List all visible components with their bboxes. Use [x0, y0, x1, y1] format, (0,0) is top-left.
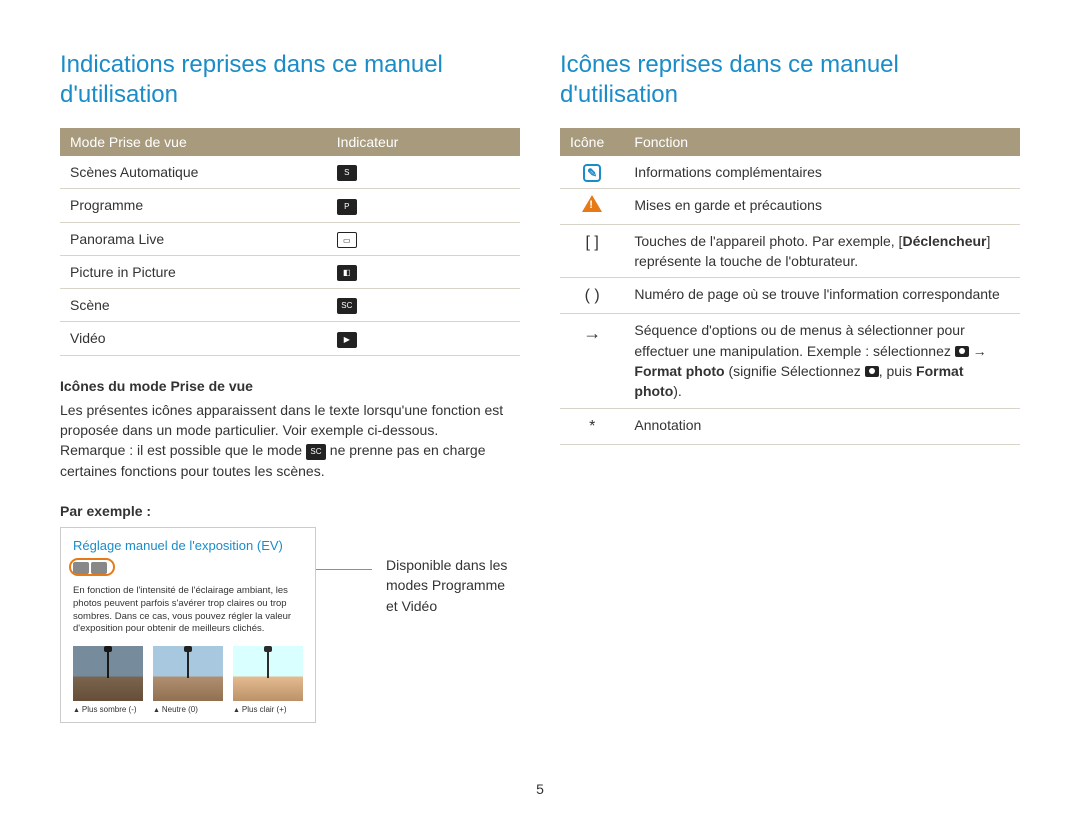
- modes-header-indicator: Indicateur: [327, 128, 520, 156]
- page-number: 5: [536, 781, 544, 797]
- mini-video-icon: [91, 562, 107, 574]
- mode-label: Scènes Automatique: [60, 156, 327, 189]
- icon-cell: ✎: [560, 156, 624, 189]
- example-row: Réglage manuel de l'exposition (EV) En f…: [60, 527, 520, 723]
- thumb-img-neutral: [153, 646, 223, 701]
- icon-cell: ( ): [560, 278, 624, 314]
- thumb-lighter: Plus clair (+): [233, 646, 303, 714]
- table-row: Programme P: [60, 189, 520, 222]
- function-cell: Mises en garde et précautions: [624, 189, 1020, 224]
- mode-label: Programme: [60, 189, 327, 222]
- thumb-darker: Plus sombre (-): [73, 646, 143, 714]
- example-thumbs: Plus sombre (-) Neutre (0) Plus clair (+…: [73, 646, 303, 714]
- mode-icon-cell: S: [327, 156, 520, 189]
- modes-header-mode: Mode Prise de vue: [60, 128, 327, 156]
- example-description: En fonction de l'intensité de l'éclairag…: [73, 585, 303, 636]
- mode-icon-cell: ▶: [327, 322, 520, 355]
- mode-label: Picture in Picture: [60, 255, 327, 288]
- left-title: Indications reprises dans ce manuel d'ut…: [60, 50, 520, 110]
- mode-label: Vidéo: [60, 322, 327, 355]
- thumb-caption: Plus sombre (-): [73, 705, 143, 714]
- scene-inline-icon: SC: [306, 444, 326, 460]
- smart-icon: S: [337, 165, 357, 181]
- mode-label: Scène: [60, 289, 327, 322]
- icon-cell: [560, 189, 624, 224]
- mini-program-icon: [73, 562, 89, 574]
- table-row: [ ] Touches de l'appareil photo. Par exe…: [560, 224, 1020, 278]
- thumb-caption: Plus clair (+): [233, 705, 303, 714]
- icon-cell: →: [560, 314, 624, 408]
- function-cell: Numéro de page où se trouve l'informatio…: [624, 278, 1020, 314]
- panorama-icon: ▭: [337, 232, 357, 248]
- icons-paragraph-2: Remarque : il est possible que le mode S…: [60, 440, 520, 481]
- table-row: ✎ Informations complémentaires: [560, 156, 1020, 189]
- mode-icon-cell: ▭: [327, 222, 520, 255]
- table-row: Vidéo ▶: [60, 322, 520, 355]
- table-row: Panorama Live ▭: [60, 222, 520, 255]
- icons-paragraph-1: Les présentes icônes apparaissent dans l…: [60, 400, 520, 441]
- table-row: ( ) Numéro de page où se trouve l'inform…: [560, 278, 1020, 314]
- video-icon: ▶: [337, 332, 357, 348]
- thumb-img-lighter: [233, 646, 303, 701]
- example-title: Réglage manuel de l'exposition (EV): [73, 538, 303, 553]
- table-row: Scène SC: [60, 289, 520, 322]
- table-row: Mises en garde et précautions: [560, 189, 1020, 224]
- right-title: Icônes reprises dans ce manuel d'utilisa…: [560, 50, 1020, 110]
- icons-header-icon: Icône: [560, 128, 624, 156]
- pip-icon: ◧: [337, 265, 357, 281]
- icon-cell: [ ]: [560, 224, 624, 278]
- example-box: Réglage manuel de l'exposition (EV) En f…: [60, 527, 316, 723]
- note-icon: ✎: [583, 164, 601, 182]
- warning-icon: [582, 195, 602, 212]
- function-cell: Informations complémentaires: [624, 156, 1020, 189]
- para2-a: Remarque : il est possible que le mode: [60, 442, 306, 458]
- table-row: * Annotation: [560, 408, 1020, 444]
- page-columns: Indications reprises dans ce manuel d'ut…: [60, 50, 1020, 723]
- example-mode-icons: [73, 561, 303, 579]
- thumb-img-darker: [73, 646, 143, 701]
- mode-icon-cell: SC: [327, 289, 520, 322]
- right-column: Icônes reprises dans ce manuel d'utilisa…: [560, 50, 1020, 723]
- thumb-caption: Neutre (0): [153, 705, 223, 714]
- left-column: Indications reprises dans ce manuel d'ut…: [60, 50, 520, 723]
- program-icon: P: [337, 199, 357, 215]
- callout-text: Disponible dans les modes Programme et V…: [386, 527, 520, 616]
- mode-label: Panorama Live: [60, 222, 327, 255]
- icons-subheading: Icônes du mode Prise de vue: [60, 378, 520, 394]
- function-cell: Séquence d'options ou de menus à sélecti…: [624, 314, 1020, 408]
- callout-line: [316, 569, 372, 570]
- function-cell: Annotation: [624, 408, 1020, 444]
- table-row: Picture in Picture ◧: [60, 255, 520, 288]
- mode-icon-cell: P: [327, 189, 520, 222]
- mode-icon-cell: ◧: [327, 255, 520, 288]
- example-label: Par exemple :: [60, 503, 520, 519]
- modes-table: Mode Prise de vue Indicateur Scènes Auto…: [60, 128, 520, 356]
- function-cell: Touches de l'appareil photo. Par exemple…: [624, 224, 1020, 278]
- thumb-neutral: Neutre (0): [153, 646, 223, 714]
- icons-table: Icône Fonction ✎ Informations complément…: [560, 128, 1020, 445]
- icons-header-function: Fonction: [624, 128, 1020, 156]
- scene-icon: SC: [337, 298, 357, 314]
- table-row: Scènes Automatique S: [60, 156, 520, 189]
- icon-cell: *: [560, 408, 624, 444]
- table-row: → Séquence d'options ou de menus à sélec…: [560, 314, 1020, 408]
